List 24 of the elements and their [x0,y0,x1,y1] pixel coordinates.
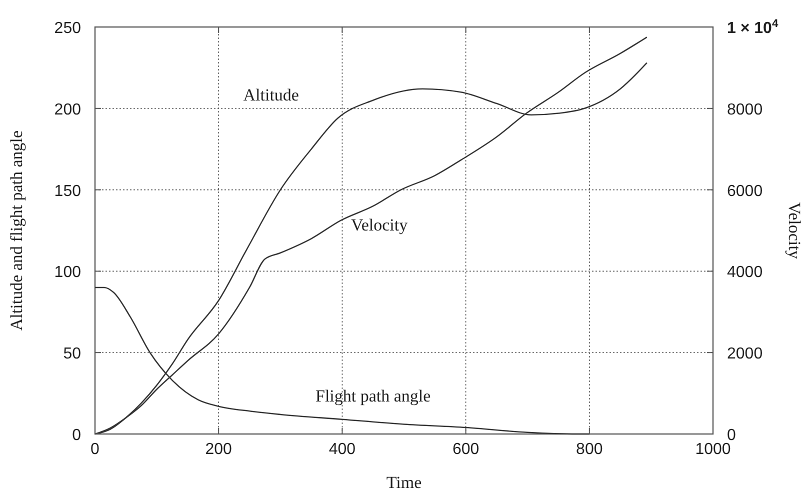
y-tick-label: 100 [54,264,82,282]
y-tick-label: 0 [72,427,82,444]
y2-tick-label: 6000 [727,182,763,200]
y2-tick-label: 2000 [727,346,763,363]
x-tick-label: 200 [205,441,232,458]
x-tick-label: 800 [576,441,603,458]
x-tick-label: 400 [328,441,356,458]
y2-tick-label: 1 × 10$^{4}$ [727,18,779,37]
y2-tick-label: 4000 [727,264,763,282]
x-tick-label: 600 [452,441,480,458]
x-tick-label: 1000 [695,441,731,458]
y-tick-label: 250 [54,20,82,37]
y2-tick-label: 8000 [727,101,763,118]
y-tick-label: 150 [54,182,82,200]
y-axis-title: Altitude and flight path angle [7,130,26,331]
y-tick-label: 50 [63,346,82,363]
series-label: Flight path angle [315,386,431,406]
text: Altitude [243,85,299,104]
x-tick-label: 0 [90,441,100,458]
x-axis-title: Time [386,473,422,492]
series-label: Velocity [350,216,408,234]
y2-tick-label: 0 [727,427,736,444]
y-tick-label: 200 [54,101,82,118]
y2-axis-title: Velocity [785,202,804,260]
